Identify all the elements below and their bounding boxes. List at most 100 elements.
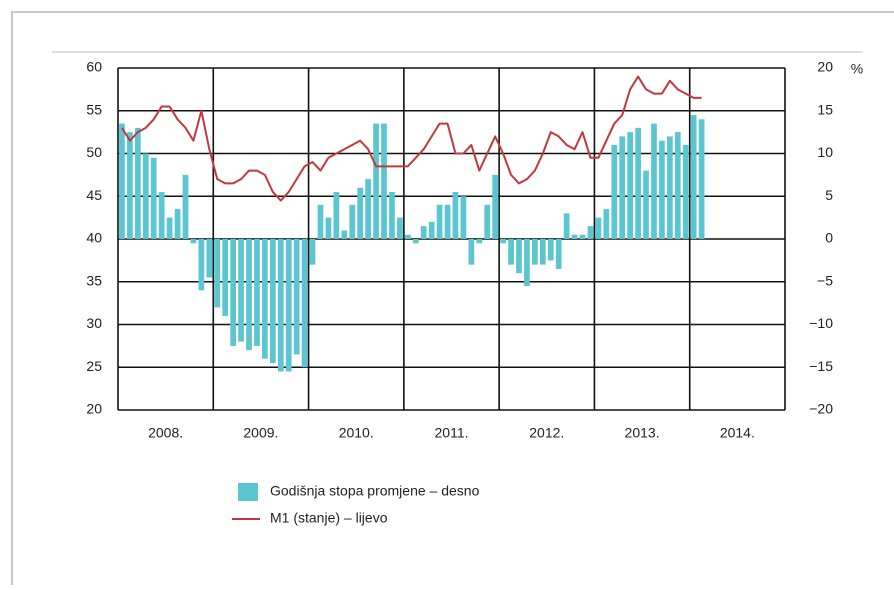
bar: [420, 226, 427, 239]
bar: [539, 239, 546, 265]
bar: [182, 174, 189, 239]
bar: [690, 115, 697, 239]
bar: [667, 136, 673, 239]
y-tick-label: 30: [86, 315, 102, 331]
bar: [571, 234, 578, 239]
x-group-label: 2012.: [529, 425, 564, 441]
bar: [198, 239, 205, 291]
bar: [254, 239, 260, 346]
y2-tick-label: 20: [817, 59, 833, 75]
y-tick-label: 40: [86, 230, 102, 246]
bar: [325, 217, 332, 239]
y-tick-label: 55: [86, 101, 102, 117]
bar: [627, 132, 634, 239]
y-tick-label: 25: [86, 358, 102, 374]
bar: [603, 209, 610, 239]
bar: [285, 239, 292, 372]
frame: [11, 11, 894, 590]
bar: [119, 123, 125, 239]
x-group-label: 2008.: [148, 425, 183, 441]
y2-tick-label: 15: [817, 101, 833, 117]
bar: [293, 239, 300, 355]
bar: [436, 204, 443, 239]
bar: [682, 144, 689, 239]
bar: [389, 191, 395, 239]
bar: [587, 226, 594, 239]
bar: [579, 234, 586, 239]
bar: [659, 140, 665, 239]
bar: [500, 239, 506, 244]
x-group-label: 2009.: [243, 425, 278, 441]
bar: [150, 157, 157, 239]
bar: [134, 127, 141, 239]
bar: [317, 204, 324, 239]
bar: [619, 136, 626, 239]
bar: [277, 239, 284, 372]
y2-tick-label: 10: [817, 144, 833, 160]
legend-label: Godišnja stopa promjene – desno: [270, 483, 480, 499]
y2-tick-label: 5: [825, 187, 833, 203]
bar: [555, 239, 562, 269]
y2-tick-label: −5: [817, 272, 833, 288]
y2-tick-label: −20: [809, 401, 833, 417]
bar: [635, 127, 641, 239]
bar: [262, 239, 268, 359]
bar: [460, 196, 467, 239]
bar: [595, 217, 602, 239]
bar: [468, 239, 475, 265]
bar: [341, 230, 348, 239]
y-tick-label: 50: [86, 144, 102, 160]
y2-unit: %: [851, 61, 863, 77]
bar: [412, 239, 419, 244]
y-tick-label: 60: [86, 59, 102, 75]
x-group-label: 2013.: [625, 425, 660, 441]
bar: [166, 217, 173, 239]
bar: [516, 239, 522, 274]
bar: [301, 239, 308, 368]
bar: [611, 144, 618, 239]
bar: [428, 221, 435, 239]
bar: [333, 191, 340, 239]
bar: [698, 119, 705, 239]
line: [121, 75, 702, 202]
legend-swatch: [238, 483, 258, 501]
bar: [476, 239, 483, 244]
bar: [238, 239, 244, 342]
bar: [452, 191, 459, 239]
x-group-label: 2014.: [720, 425, 755, 441]
bar: [190, 239, 197, 244]
bar: [349, 204, 356, 239]
legend-label: M1 (stanje) – lijevo: [270, 510, 388, 526]
y-tick-label: 20: [86, 401, 102, 417]
bar: [373, 123, 379, 239]
x-group-label: 2011.: [435, 425, 469, 441]
bar: [532, 239, 538, 265]
bar: [381, 123, 387, 239]
y-tick-label: 35: [86, 272, 102, 288]
bar: [230, 239, 236, 346]
bar: [365, 179, 371, 239]
bar: [127, 132, 133, 239]
bar: [269, 239, 276, 363]
bar: [404, 234, 411, 239]
y2-tick-label: −15: [809, 358, 833, 374]
bar: [206, 239, 213, 278]
bar: [508, 239, 514, 265]
bar: [397, 217, 403, 239]
x-group-label: 2010.: [339, 425, 374, 441]
bar: [309, 239, 316, 265]
bar: [524, 239, 530, 287]
bar: [246, 239, 252, 351]
y-tick-label: 45: [86, 187, 102, 203]
bar: [563, 213, 570, 239]
bar: [484, 204, 491, 239]
bar: [158, 191, 165, 239]
bar: [444, 204, 451, 239]
bar: [214, 239, 221, 308]
bar: [651, 123, 657, 239]
bar: [174, 209, 181, 239]
bar: [492, 174, 499, 239]
y2-tick-label: −10: [809, 315, 833, 331]
y2-tick-label: 0: [825, 230, 833, 246]
